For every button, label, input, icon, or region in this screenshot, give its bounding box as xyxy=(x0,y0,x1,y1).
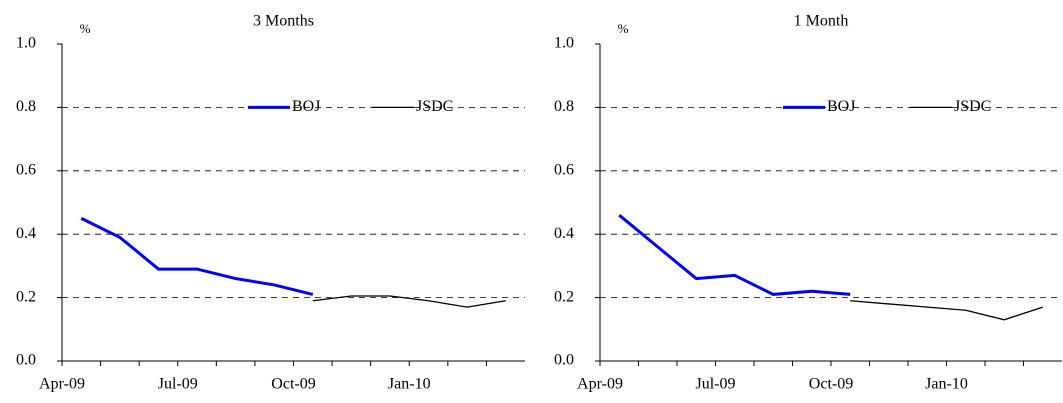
series-line xyxy=(312,295,506,308)
x-tick-label: Apr-09 xyxy=(39,376,85,393)
y-tick-label: 1.0 xyxy=(16,35,36,52)
x-tick-label: Oct-09 xyxy=(809,376,853,393)
series-line xyxy=(850,300,1043,321)
y-tick-label: 0.0 xyxy=(554,352,574,369)
legend-label: BOJ xyxy=(292,98,320,115)
y-tick-label: 0.6 xyxy=(554,161,574,178)
series-line xyxy=(618,214,851,296)
x-tick-label: Jul-09 xyxy=(696,376,736,393)
x-tick-label: Jan-10 xyxy=(388,376,431,393)
y-tick-label: 0.8 xyxy=(16,98,36,115)
y-tick-label: 0.2 xyxy=(554,288,574,305)
unit-label: % xyxy=(618,21,629,36)
chart-title: 1 Month xyxy=(794,13,849,30)
legend-label: BOJ xyxy=(827,98,855,115)
y-tick-label: 0.0 xyxy=(16,352,36,369)
y-tick-label: 0.4 xyxy=(16,225,36,242)
legend-label: JSDC xyxy=(954,98,991,115)
unit-label: % xyxy=(80,21,91,36)
x-tick-label: Apr-09 xyxy=(577,376,623,393)
y-tick-label: 0.8 xyxy=(554,98,574,115)
y-tick-label: 0.2 xyxy=(16,288,36,305)
y-tick-label: 1.0 xyxy=(554,35,574,52)
legend-label: JSDC xyxy=(416,98,453,115)
y-tick-label: 0.4 xyxy=(554,225,574,242)
y-tick-label: 0.6 xyxy=(16,161,36,178)
x-tick-label: Jan-10 xyxy=(925,376,968,393)
series-line xyxy=(80,217,314,296)
chart-title: 3 Months xyxy=(253,13,314,30)
x-tick-label: Jul-09 xyxy=(158,376,198,393)
x-tick-label: Oct-09 xyxy=(271,376,315,393)
